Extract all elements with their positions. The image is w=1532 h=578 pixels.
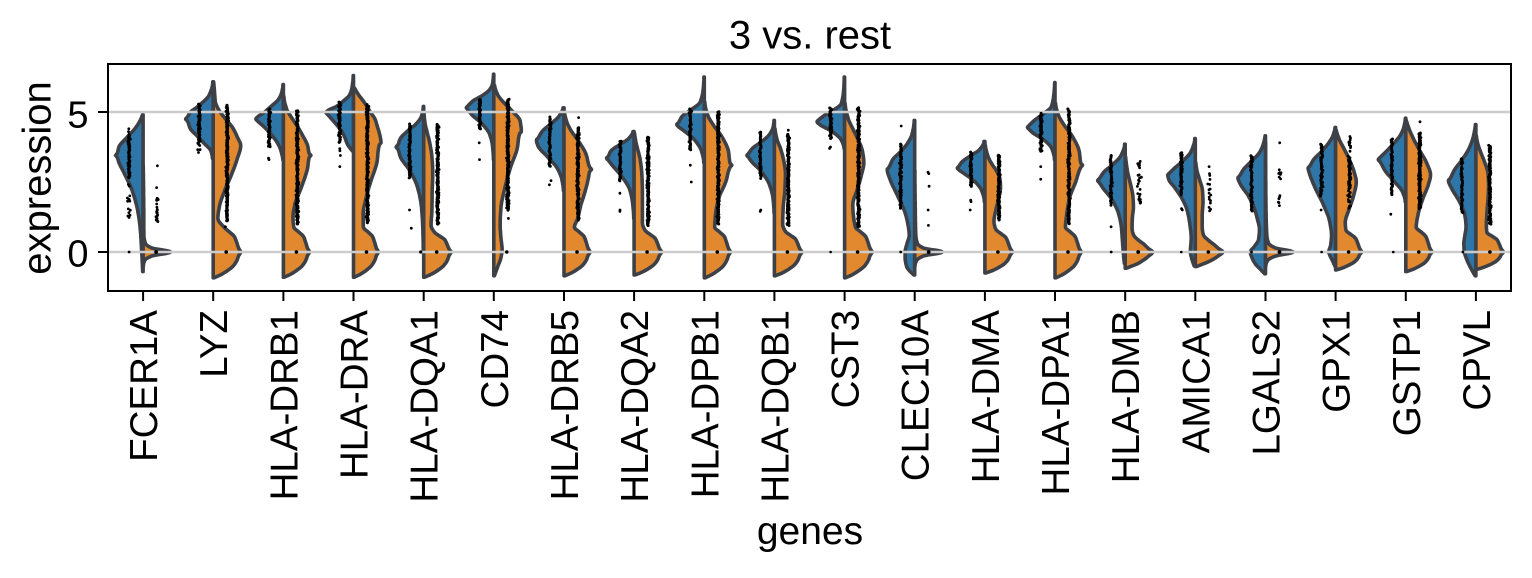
svg-text:LGALS2: LGALS2 [1246, 310, 1289, 456]
svg-text:HLA-DQA1: HLA-DQA1 [404, 310, 447, 503]
svg-text:expression: expression [16, 81, 60, 274]
svg-text:HLA-DPB1: HLA-DPB1 [684, 310, 727, 498]
svg-text:HLA-DQB1: HLA-DQB1 [754, 310, 797, 503]
svg-text:GSTP1: GSTP1 [1386, 310, 1429, 436]
svg-text:LYZ: LYZ [193, 310, 236, 378]
svg-text:HLA-DMA: HLA-DMA [965, 310, 1008, 484]
svg-text:genes: genes [757, 510, 863, 553]
svg-text:CLEC10A: CLEC10A [895, 310, 938, 482]
svg-text:HLA-DMB: HLA-DMB [1105, 310, 1148, 483]
svg-text:HLA-DRB5: HLA-DRB5 [544, 310, 587, 500]
svg-text:AMICA1: AMICA1 [1175, 310, 1218, 453]
svg-text:5: 5 [67, 95, 88, 137]
svg-text:CST3: CST3 [825, 310, 868, 408]
svg-text:HLA-DPA1: HLA-DPA1 [1035, 310, 1078, 495]
svg-text:0: 0 [67, 234, 88, 276]
svg-text:CPVL: CPVL [1456, 310, 1499, 411]
svg-text:HLA-DRB1: HLA-DRB1 [263, 310, 306, 500]
svg-text:HLA-DRA: HLA-DRA [334, 310, 377, 479]
svg-text:GPX1: GPX1 [1316, 310, 1359, 413]
svg-text:HLA-DQA2: HLA-DQA2 [614, 310, 657, 503]
svg-text:CD74: CD74 [474, 310, 517, 408]
svg-text:3 vs. rest: 3 vs. rest [729, 14, 891, 58]
svg-text:FCER1A: FCER1A [123, 310, 166, 462]
